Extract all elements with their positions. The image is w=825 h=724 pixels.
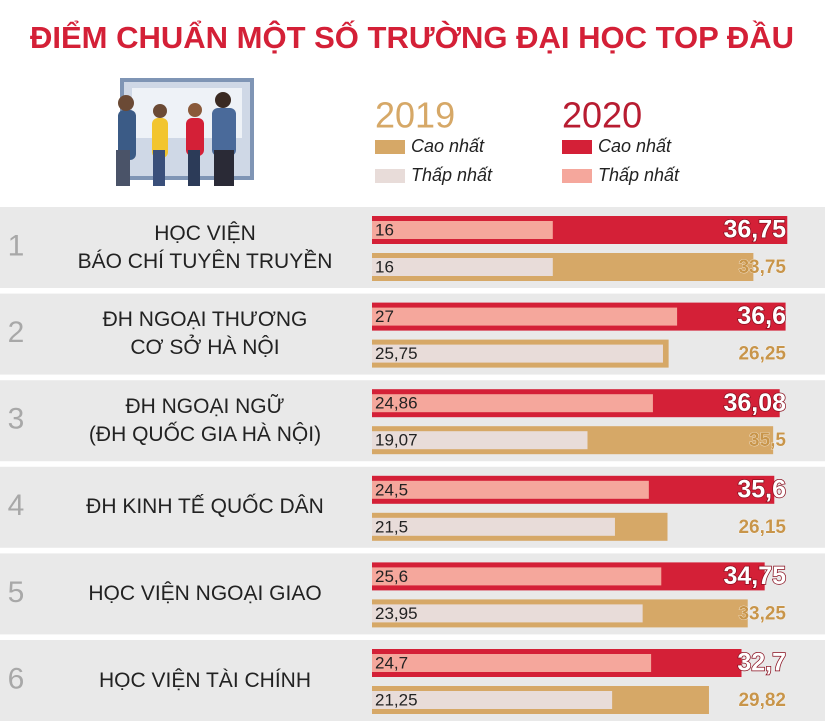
rank: 2 [8,316,25,349]
value-label-low: 16 [375,257,394,276]
bar-low [372,604,643,623]
value-label-high: 36,75 [723,216,786,244]
rank: 3 [8,403,25,436]
value-label-high: 36,6 [737,302,786,330]
bar-low [372,480,649,499]
legend-swatch [375,140,405,154]
value-label-low: 19,07 [375,431,418,450]
legend-year: 2020 [562,95,642,136]
legend-swatch [562,169,592,183]
bar-low [372,307,678,326]
legend-label: Cao nhất [411,136,485,156]
value-label-low: 25,6 [375,567,408,586]
bar-low [372,394,653,413]
legend-year: 2019 [375,95,455,136]
value-label-low: 21,5 [375,517,408,536]
chart-title: ĐIỂM CHUẨN MỘT SỐ TRƯỜNG ĐẠI HỌC TOP ĐẦU [30,19,794,55]
legend-label: Thấp nhất [411,165,493,185]
value-label-high: 29,82 [738,690,786,711]
value-label-low: 24,5 [375,480,408,499]
bar-low [372,517,615,536]
value-label-high: 36,08 [723,389,786,417]
category-label: ĐH NGOẠI THƯƠNG CƠ SỞ HÀ NỘI [102,308,308,360]
value-label-low: 25,75 [375,344,418,363]
value-label-high: 33,25 [738,603,786,624]
legend-label: Thấp nhất [598,165,680,185]
value-label-high: 35,6 [737,475,786,503]
value-label-high: 26,25 [738,344,786,365]
rank: 6 [8,662,25,695]
value-label-high: 34,75 [723,562,786,590]
bar-low [372,691,613,709]
category-label: HỌC VIỆN NGOẠI GIAO [88,581,322,605]
value-label-high: 35,5 [749,430,786,451]
illustration [116,78,254,186]
category-label: ĐH NGOẠI NGỮ (ĐH QUỐC GIA HÀ NỘI) [88,394,322,446]
value-label-low: 21,25 [375,690,418,709]
bar-low [372,221,553,239]
bar-low [372,431,588,450]
value-label-low: 27 [375,307,394,326]
value-label-high: 26,15 [738,517,786,538]
value-label-low: 16 [375,220,394,239]
category-label: HỌC VIỆN TÀI CHÍNH [99,668,311,692]
value-label-low: 23,95 [375,604,418,623]
bar-low [372,654,652,672]
category-label: ĐH KINH TẾ QUỐC DÂN [86,495,324,519]
value-label-high: 33,75 [738,257,786,278]
bar-low [372,567,662,586]
rank: 5 [8,576,25,609]
value-label-low: 24,86 [375,394,418,413]
legend-swatch [375,169,405,183]
bar-low [372,344,663,363]
value-label-high: 32,7 [737,649,786,677]
category-label: HỌC VIỆN BÁO CHÍ TUYÊN TRUYỀN [77,221,333,273]
legend-label: Cao nhất [598,136,672,156]
rank: 1 [8,229,25,262]
value-label-low: 24,7 [375,653,408,672]
legend-swatch [562,140,592,154]
rank: 4 [8,489,25,522]
bar-low [372,258,553,276]
